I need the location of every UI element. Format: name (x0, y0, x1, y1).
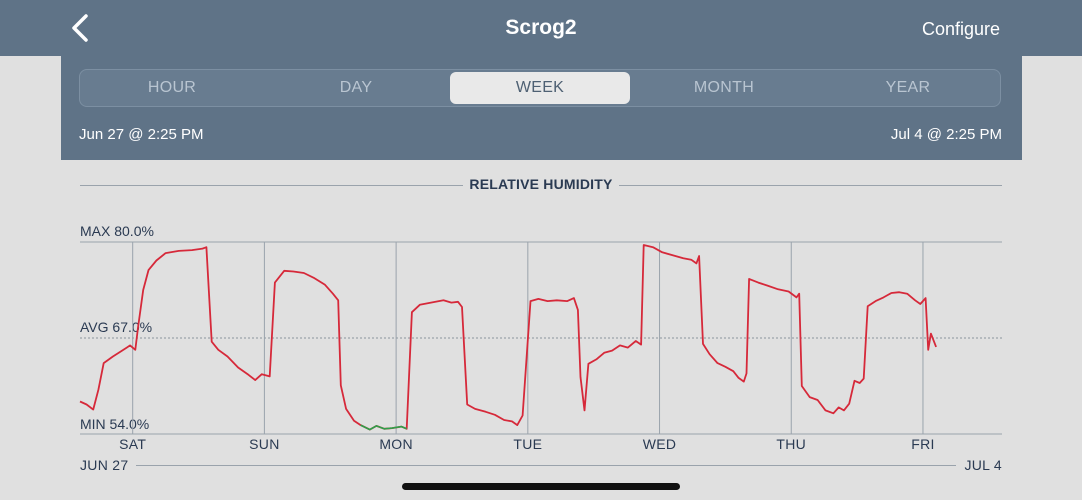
x-label-tue: TUE (513, 436, 543, 452)
time-range-panel: HOUR DAY WEEK MONTH YEAR Jun 27 @ 2:25 P… (61, 56, 1022, 160)
range-start-label: Jun 27 @ 2:25 PM (79, 126, 204, 143)
configure-button[interactable]: Configure (921, 19, 1000, 39)
chart-title-row: RELATIVE HUMIDITY (80, 174, 1002, 196)
chevron-left-icon (72, 14, 88, 42)
chart-title: RELATIVE HUMIDITY (463, 176, 619, 192)
back-button[interactable] (62, 10, 98, 46)
range-end-label: Jul 4 @ 2:25 PM (890, 126, 1002, 143)
x-label-sun: SUN (249, 436, 280, 452)
x-label-fri: FRI (911, 436, 935, 452)
x-label-sat: SAT (119, 436, 147, 452)
tab-hour[interactable]: HOUR (147, 79, 197, 96)
date-end-label: JUL 4 (956, 457, 1002, 473)
tab-year[interactable]: YEAR (885, 79, 931, 96)
tab-week[interactable]: WEEK (450, 72, 630, 104)
home-indicator (402, 483, 680, 490)
below-min-segment (360, 424, 408, 431)
date-start-label: JUN 27 (80, 457, 137, 473)
x-label-wed: WED (642, 436, 677, 452)
y-min-label: MIN 54.0% (80, 416, 150, 432)
x-label-thu: THU (776, 436, 807, 452)
tab-day[interactable]: DAY (339, 79, 373, 96)
time-range-segmented-control: HOUR DAY WEEK MONTH YEAR (79, 69, 1001, 107)
tab-month[interactable]: MONTH (693, 79, 755, 96)
humidity-series-line (79, 244, 937, 431)
date-axis-line (80, 465, 1002, 466)
x-label-mon: MON (379, 436, 413, 452)
y-max-label: MAX 80.0% (80, 223, 154, 239)
y-avg-label: AVG 67.0% (80, 319, 153, 335)
